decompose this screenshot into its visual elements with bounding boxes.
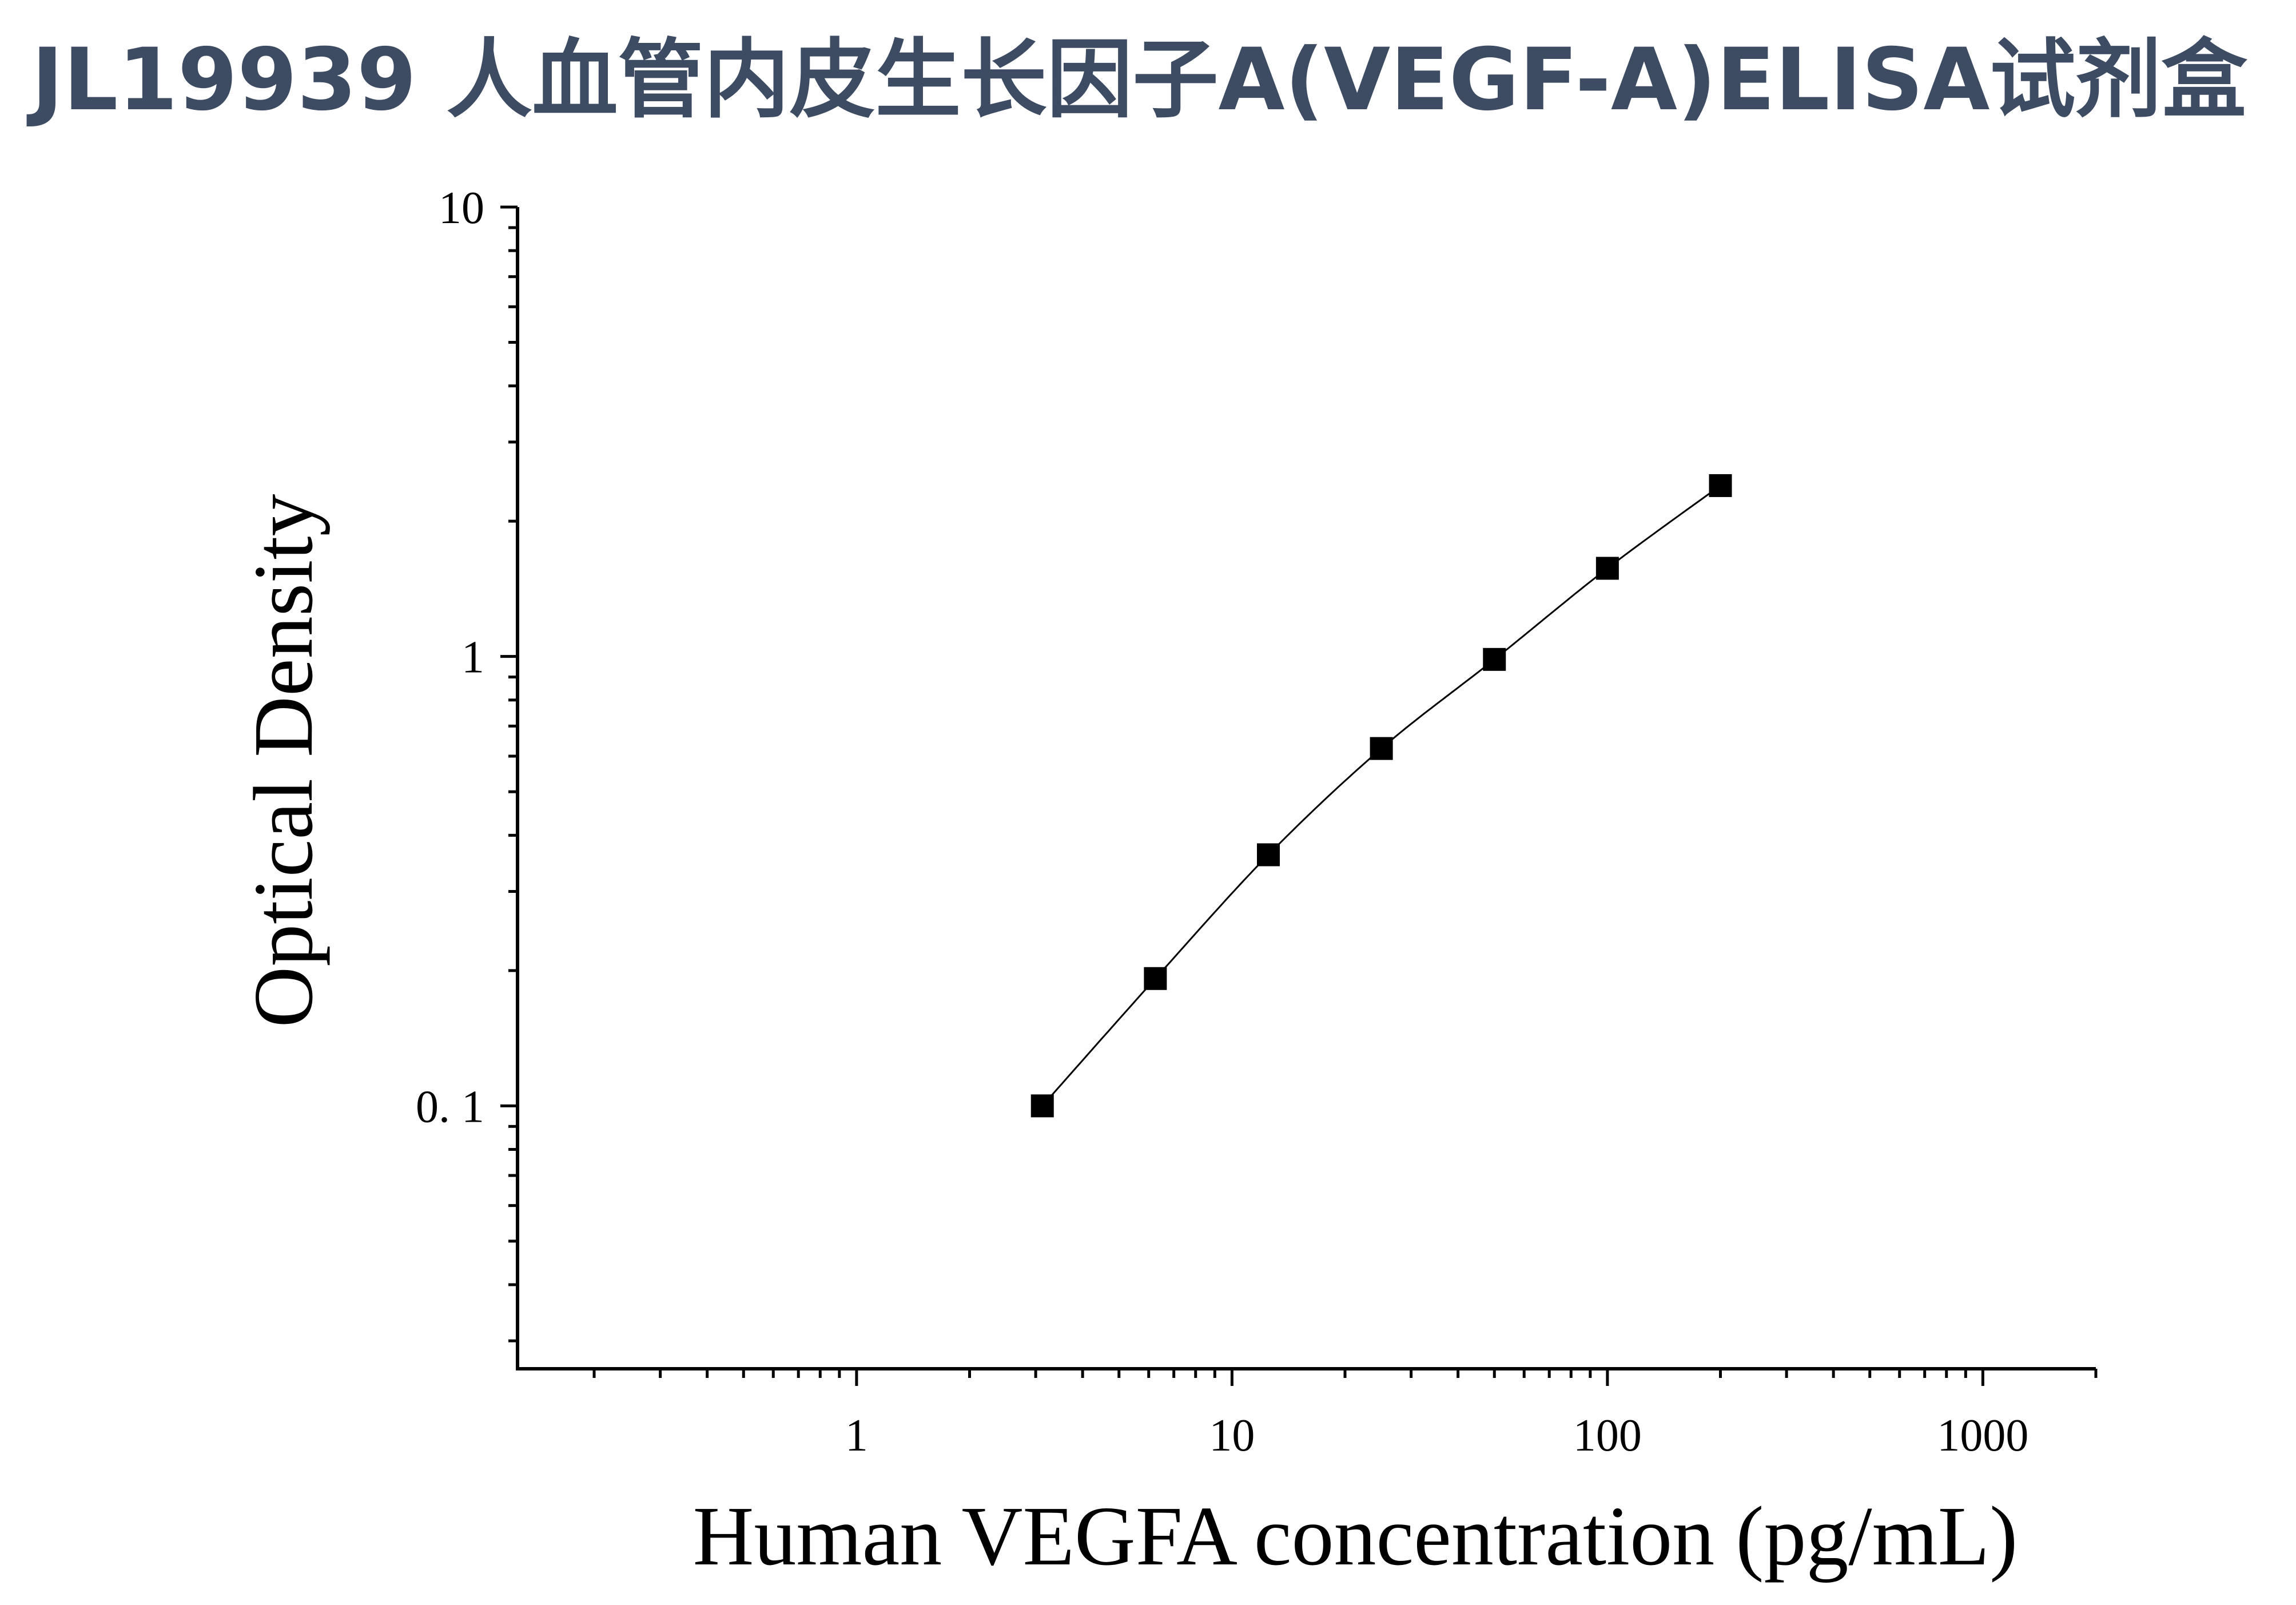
data-points: [1030, 474, 1732, 1118]
axes: [516, 207, 2096, 1370]
y-tick-label: 10: [439, 183, 484, 233]
y-tick-label: 1: [461, 633, 484, 683]
y-axis-label: Optical Density: [237, 494, 331, 1027]
x-axis-label: Human VEGFA concentration (pg/mL): [693, 1489, 2018, 1583]
data-point: [1370, 737, 1393, 760]
data-point: [1030, 1094, 1054, 1118]
data-point: [1595, 557, 1619, 580]
y-tick-label: 0. 1: [416, 1082, 484, 1132]
page-title: JL19939 人血管内皮生长因子A(VEGF-A)ELISA试剂盒: [31, 30, 2247, 130]
x-tick-label: 1000: [1937, 1411, 2028, 1461]
data-point: [1256, 843, 1280, 867]
data-point: [1709, 474, 1732, 497]
x-tick-label: 100: [1573, 1411, 1642, 1461]
x-tick-label: 10: [1209, 1411, 1255, 1461]
data-point: [1483, 647, 1506, 671]
tick-marks: [500, 205, 2098, 1386]
data-point: [1144, 967, 1167, 990]
x-tick-label: 1: [845, 1411, 868, 1461]
tick-labels: 1 10 100 1000 0. 1 1 10: [416, 183, 2028, 1461]
